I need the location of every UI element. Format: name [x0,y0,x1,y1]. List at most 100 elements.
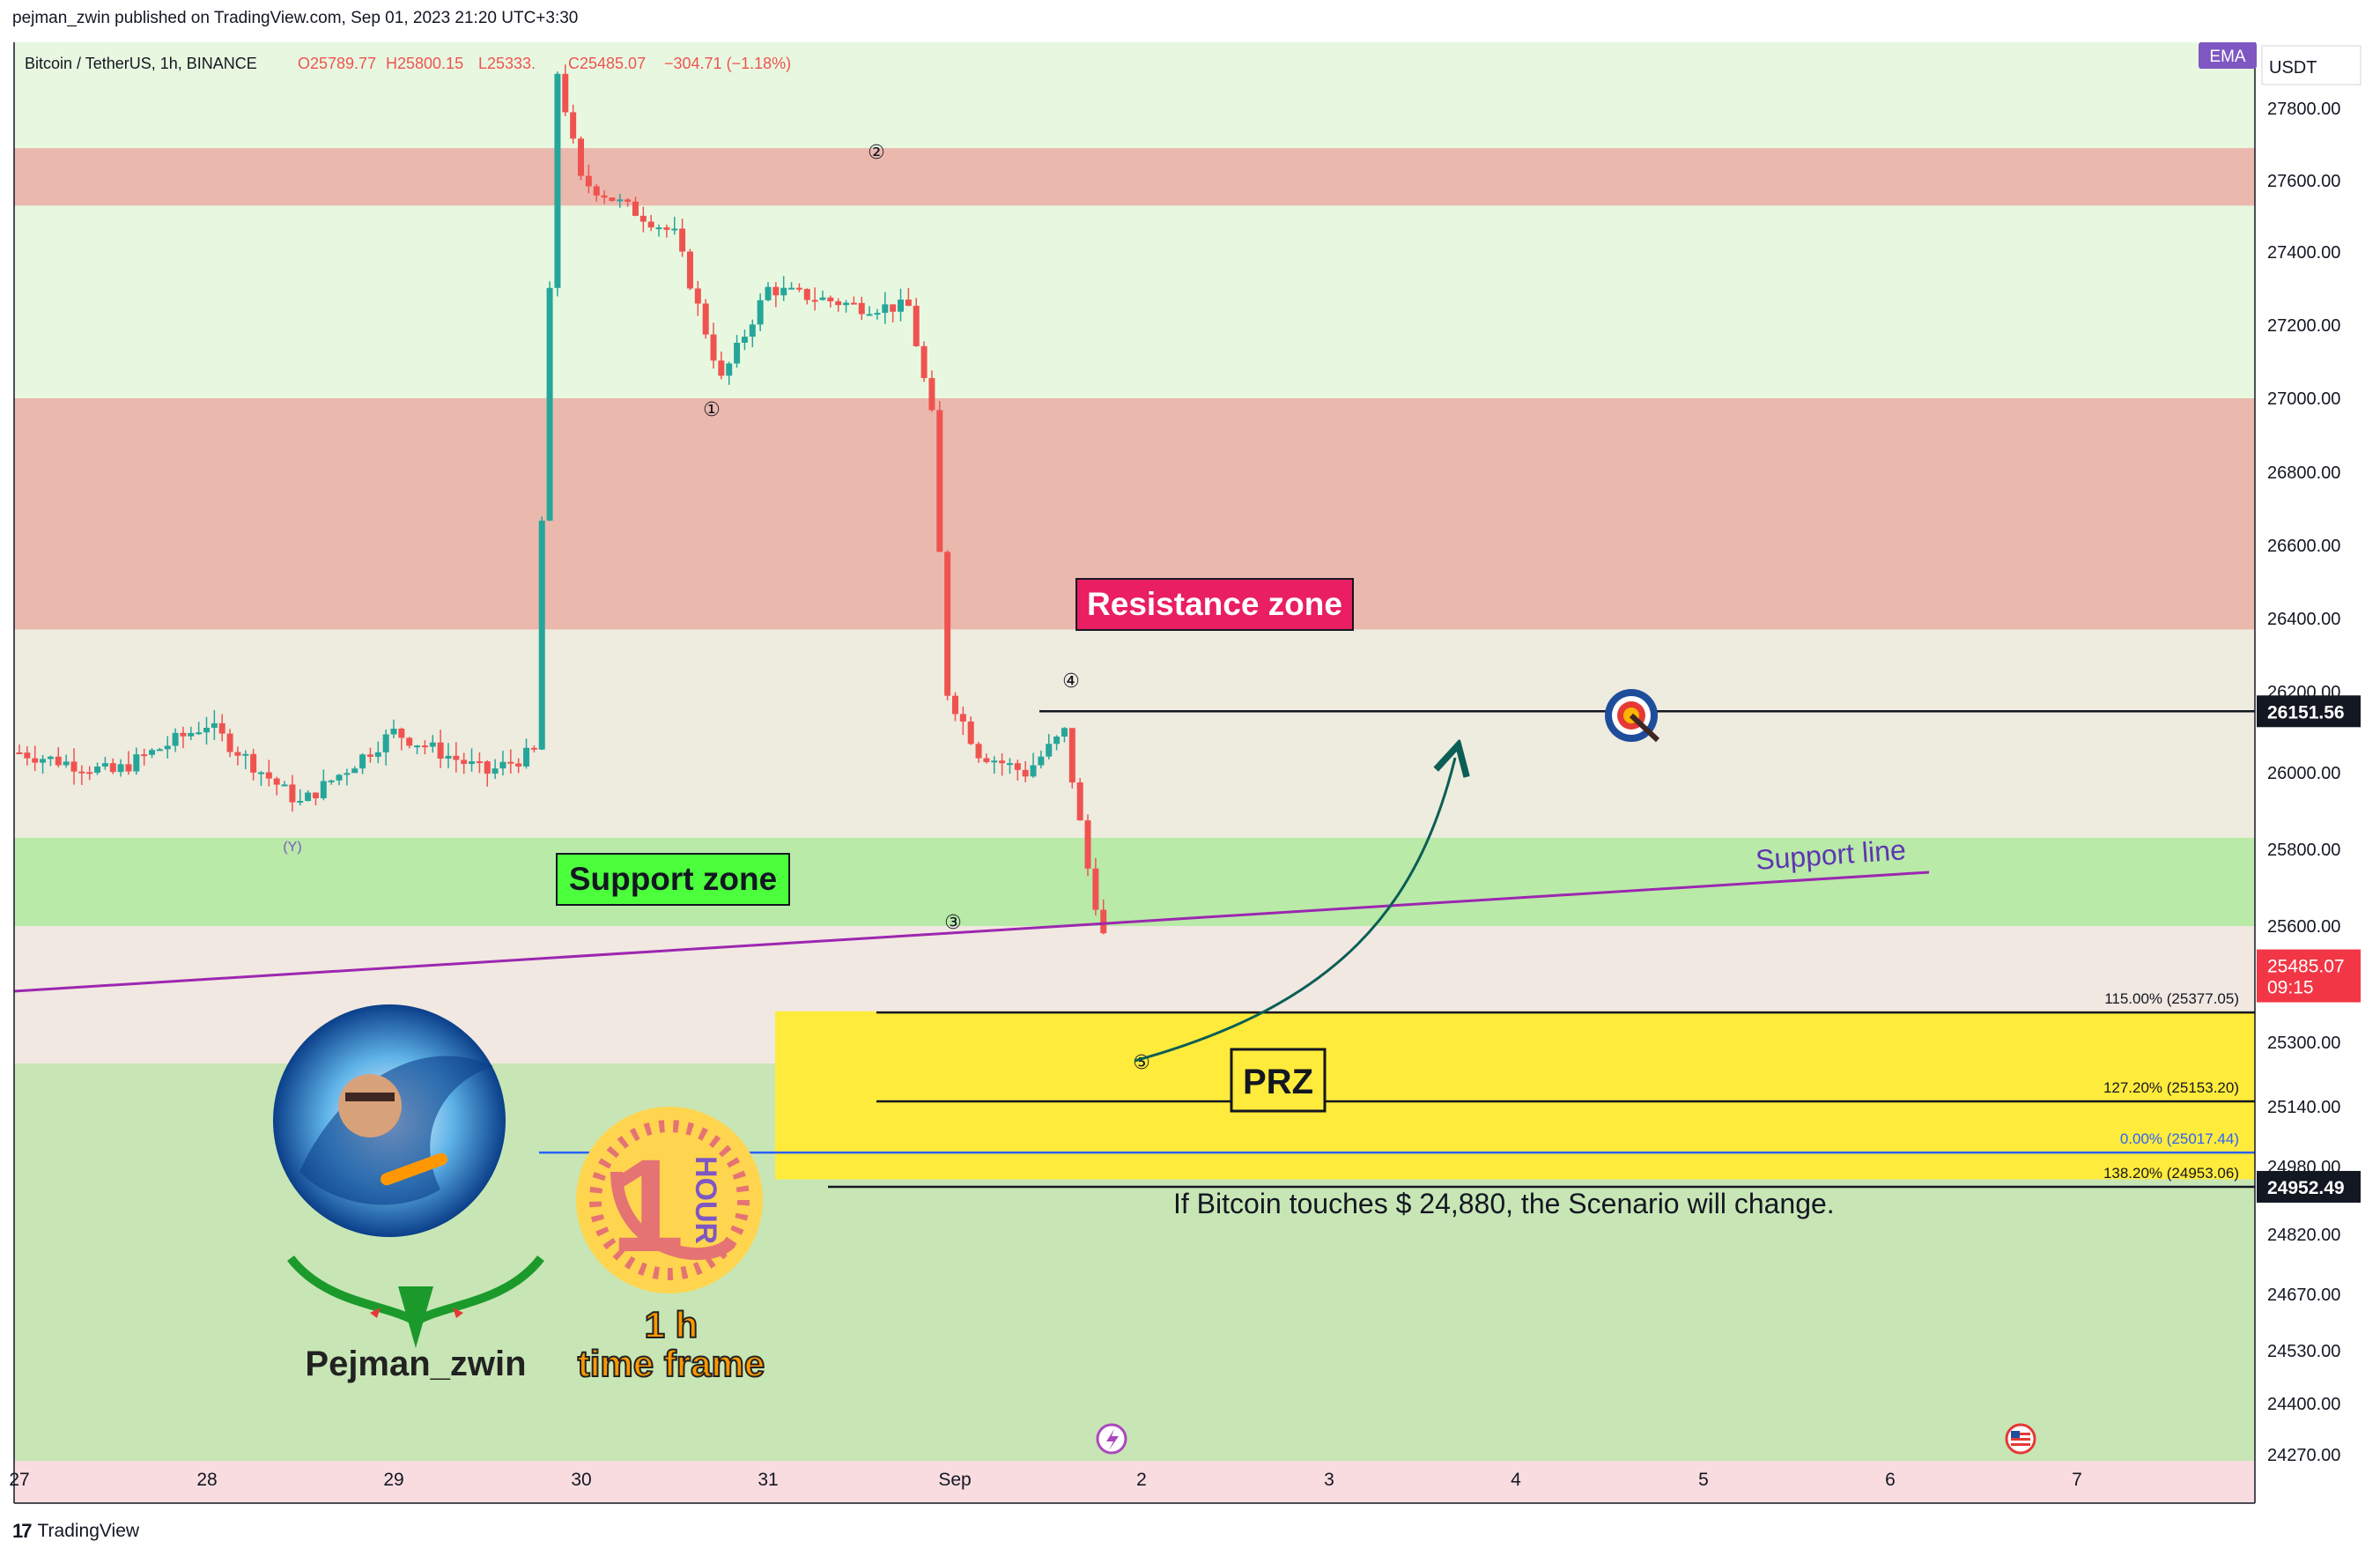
candle-body [788,287,795,290]
us-flag-event-icon[interactable] [2005,1423,2036,1455]
tradingview-brand[interactable]: TradingView [37,1521,140,1541]
support-zone-label-box [556,853,790,906]
candle-body [578,138,584,176]
candle-body [819,297,826,300]
candle-body [24,752,31,759]
candle-body [1068,728,1075,783]
candle-body [40,759,47,763]
price-tick: 25600.00 [2267,917,2340,937]
candle-body [765,286,772,300]
fib-label: 127.20% (25153.20) [2103,1079,2239,1096]
candle-body [609,197,616,201]
timeframe-line2: time frame [578,1343,765,1384]
hour-badge-word: HOUR [689,1156,722,1244]
candle-body [461,759,468,765]
candle-body [718,360,725,376]
candle-body [570,112,577,139]
ohlc-low: L25333. [478,55,536,72]
candle-body [734,343,741,364]
candle-body [726,363,733,376]
candle-body [125,764,132,772]
candle-body [180,732,187,737]
candle-body [265,772,272,779]
candle-body [1053,737,1061,745]
candle-body [843,302,850,306]
prz-zone [775,1011,2255,1180]
prz-label-box [1230,1048,1327,1113]
candle-body [398,729,405,738]
support-zone [14,837,2255,926]
candle-body [188,732,195,737]
price-tick: 26000.00 [2267,764,2340,783]
candle-body [297,801,304,804]
candle-body [320,781,327,799]
stop-price-tag: 24952.49 [2267,1178,2345,1198]
ema-badge[interactable] [2199,42,2257,69]
candle-body [795,287,802,290]
candle-body [874,313,881,315]
footer: 17 TradingView [12,1520,139,1543]
candle-body [305,792,312,802]
price-tick: 27200.00 [2267,316,2340,336]
candle-body [289,784,296,803]
candle-body [273,778,280,785]
candle-body [702,303,709,335]
candle-body [55,756,62,766]
candle-body [905,300,912,307]
candle-body [952,695,958,715]
fib-label: 138.20% (24953.06) [2103,1165,2239,1182]
time-tick: 27 [9,1470,29,1490]
wave-label: ⑤ [1133,1051,1150,1073]
candle-body [523,747,530,767]
price-tick: 24270.00 [2267,1446,2340,1465]
candle-body [1030,765,1037,777]
candle-body [1084,820,1091,869]
candle-body [141,754,148,757]
candle-body [429,742,436,747]
price-tick: 27000.00 [2267,389,2340,409]
candle-body [336,774,343,781]
candle-body [1038,756,1045,766]
time-tick: 30 [571,1470,591,1490]
candle-body [936,410,943,552]
candle-body [507,761,514,764]
candle-body [632,201,639,216]
wave-label: ① [703,398,721,420]
time-tick: 29 [383,1470,403,1490]
candle-body [469,761,476,765]
candle-body [196,732,203,735]
candle-body [562,73,569,113]
candle-body [757,300,764,325]
candle-body [172,732,179,746]
candle-body [694,288,701,304]
candle-body [117,764,124,773]
wave-label: (Y) [283,840,301,855]
candle-body [250,753,257,773]
candle-body [1006,763,1013,766]
price-tick: 24670.00 [2267,1286,2340,1305]
candle-body [281,784,288,787]
lightning-event-icon[interactable] [1096,1423,1127,1455]
currency-badge[interactable] [2261,45,2362,85]
upper-resistance-zone [14,148,2255,206]
candle-body [1100,909,1107,934]
candle-body [655,227,662,230]
fib-label: 0.00% (25017.44) [2120,1130,2239,1147]
candle-body [617,199,624,202]
support-zone-label: Support zone [569,861,777,897]
candle-body [47,756,54,759]
price-tick: 26600.00 [2267,537,2340,556]
candle-body [1046,744,1053,757]
candle-body [70,761,78,772]
candle-body [344,773,351,775]
price-tick: 27800.00 [2267,100,2340,119]
price-tick: 24820.00 [2267,1226,2340,1245]
resistance-zone-label-box [1075,578,1354,631]
price-tick: 25140.00 [2267,1098,2340,1117]
candle-body [328,780,335,782]
candle-body [671,228,678,231]
tradingview-logo-icon[interactable]: 17 [12,1520,33,1542]
candle-body [351,768,358,774]
candle-body [530,747,537,750]
